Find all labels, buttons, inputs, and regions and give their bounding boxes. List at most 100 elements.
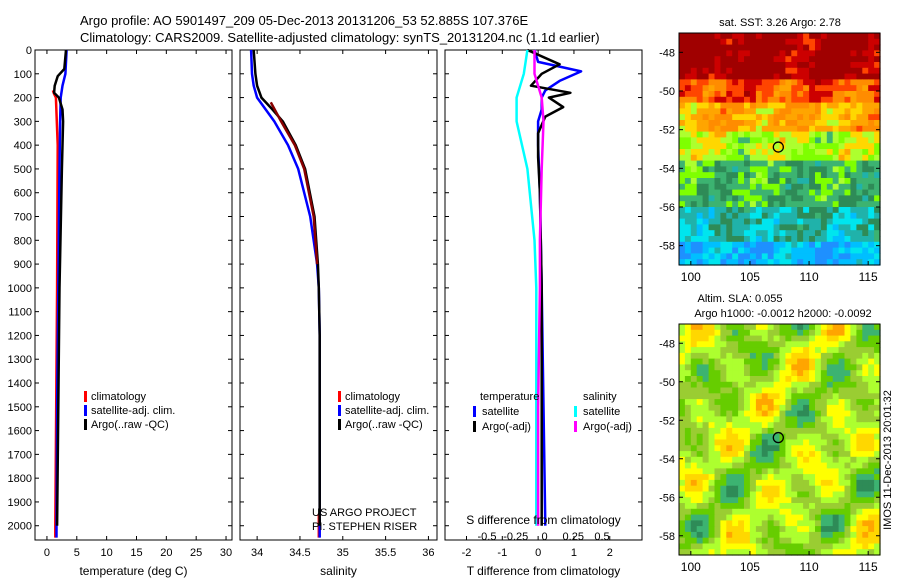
map-cell [844,230,851,237]
map-cell [773,347,781,354]
map-cell [761,451,769,458]
map-cell [708,137,716,144]
map-cell [702,347,710,354]
map-cell [809,108,816,115]
map-cell [832,352,840,360]
map-cell [738,543,745,550]
map-cell [850,44,857,51]
map-cell [791,358,798,365]
map-cell [761,404,769,412]
map-cell [767,259,775,266]
map-cell [856,324,863,331]
map-cell [820,178,828,185]
map-cell [744,154,751,162]
map-cell [850,324,857,331]
map-cell [832,497,840,504]
map-cell [767,335,775,342]
map-cell [862,183,869,191]
map-cell [862,439,869,446]
x-tick-label: 20 [160,547,172,559]
map-cell [779,207,786,214]
map-cell [874,50,881,57]
map-cell [690,183,698,191]
map-cell [679,125,686,133]
map-cell [791,445,798,452]
depth-tick-label: 2000 [8,521,32,533]
map-cell [868,427,875,435]
map-cell [826,503,834,510]
map-cell [720,73,727,80]
map-cell [773,352,781,360]
map-cell [773,224,781,231]
map-cell [868,236,875,243]
map-cell [720,462,727,469]
map-cell [702,462,710,469]
map-cell [785,125,792,133]
map-cell [826,131,834,138]
map-cell [862,468,869,475]
map-cell [874,172,881,179]
map-cell [815,370,822,377]
map-cell [803,427,810,435]
map-cell [803,508,810,516]
map-cell [803,526,810,533]
map-cell [868,172,875,179]
map-cell [791,381,798,389]
map-cell [696,514,704,521]
map-cell [690,253,698,260]
map-cell [850,160,857,167]
map-cell [690,497,698,504]
map-cell [702,387,710,394]
map-cell [744,474,751,481]
map-cell [862,549,869,556]
map-cell [684,358,692,365]
map-cell [838,247,846,254]
map-cell [684,38,692,46]
map-cell [850,137,857,144]
map-cell [862,224,869,231]
map-cell [868,549,875,556]
map-cell [838,341,846,348]
map-cell [785,62,792,69]
map-cell [761,468,769,475]
depth-tick-label: 1400 [8,378,32,390]
legend-swatch [473,406,476,417]
map-cell [708,549,716,556]
map-y-tick-label: -54 [659,454,675,466]
map-cell [785,102,792,109]
map-cell [755,189,763,196]
map-cell [702,526,710,533]
map-cell [874,183,881,191]
map-cell [785,503,792,510]
map-cell [791,178,798,185]
map-cell [684,33,692,40]
map-cell [826,376,834,383]
map-cell [714,364,721,371]
map-cell [838,236,846,243]
map-cell [767,33,775,40]
map-cell [708,33,716,40]
map-cell [815,474,822,481]
map-cell [797,508,804,516]
map-cell [856,125,863,133]
map-cell [797,352,804,360]
map-cell [850,364,857,371]
map-cell [738,347,745,354]
map-cell [749,50,757,57]
map-cell [744,329,751,337]
map-cell [779,404,786,412]
map-cell [856,508,863,516]
map-cell [862,33,869,40]
map-cell [744,259,751,266]
map-cell [726,422,733,429]
map-cell [874,358,881,365]
map-cell [856,253,863,260]
map-cell [844,50,851,57]
map-cell [809,247,816,254]
map-cell [744,520,751,527]
map-cell [738,335,745,342]
map-cell [832,526,840,533]
map-cell [785,253,792,260]
map-cell [856,410,863,417]
map-cell [815,137,822,144]
